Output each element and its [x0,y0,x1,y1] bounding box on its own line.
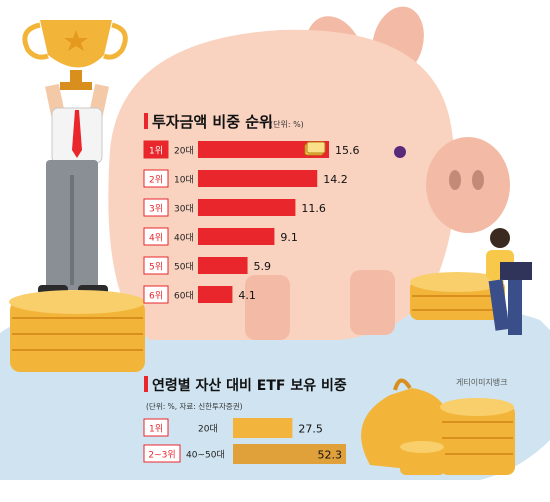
rank-badge [143,140,169,159]
value-label: 52.3 [318,449,343,462]
bar [233,418,293,438]
chart-1-investment-share: 투자금액 비중 순위 (단위: %) 1위 20대 15.6 2위 10대 14.2 3위 3… [143,113,360,304]
rank-label: 6위 [149,291,163,302]
bar [198,170,318,187]
rank-badge [143,285,169,304]
chart-2-unit-note: (단위: %, 자료: 신한투자증권) [146,401,243,411]
chart-2-etf-share: 연령별 자산 대비 ETF 보유 비중 (단위: %, 자료: 신한투자증권) … [143,376,347,464]
chart-2-title: 연령별 자산 대비 ETF 보유 비중 [152,377,347,394]
category-label: 50대 [174,262,194,273]
bar [198,286,233,303]
bar [198,199,296,216]
coin-stack-left-icon [9,290,145,372]
coin-stack-bottom-icon [400,398,515,475]
rank-badge [143,198,169,217]
rank-label: 4위 [149,233,163,244]
category-label: 40~50대 [186,450,225,461]
value-label: 27.5 [298,423,323,436]
person-with-laptop-icon [486,228,532,335]
bar [233,444,346,464]
rank-label: 2~3위 [148,450,175,461]
category-label: 60대 [174,291,194,302]
bar [198,228,275,245]
value-label: 14.2 [323,173,348,186]
rank-label: 5위 [149,262,163,273]
category-label: 10대 [174,175,194,186]
category-label: 20대 [174,146,194,157]
chart-2-title-accent [144,376,148,392]
chart-1-unit-note: (단위: %) [270,119,304,129]
businessman-with-trophy-icon [22,0,128,295]
image-credit: 게티이미지뱅크 [456,377,508,387]
cash-stack-icon [304,141,326,156]
rank-label: 1위 [149,146,163,157]
chart-1-title-accent [144,113,148,129]
value-label: 4.1 [238,289,256,302]
rank-badge [143,169,169,188]
rank-badge [143,227,169,246]
category-label: 40대 [174,233,194,244]
bar [198,257,248,274]
value-label: 15.6 [335,144,360,157]
coin-stack-right-icon [410,272,505,320]
category-label: 30대 [174,204,194,215]
rank-label: 3위 [149,204,163,215]
value-label: 9.1 [280,231,298,244]
rank-badge [143,256,169,275]
value-label: 11.6 [301,202,326,215]
rank-label: 1위 [149,424,163,435]
chart-1-title: 투자금액 비중 순위 [152,113,273,131]
rank-badge [143,444,181,463]
category-label: 20대 [198,424,218,435]
bar [198,141,329,158]
rank-badge [143,418,169,437]
pig-eye-icon [394,146,406,158]
value-label: 5.9 [254,260,271,273]
rank-label: 2위 [149,175,163,186]
